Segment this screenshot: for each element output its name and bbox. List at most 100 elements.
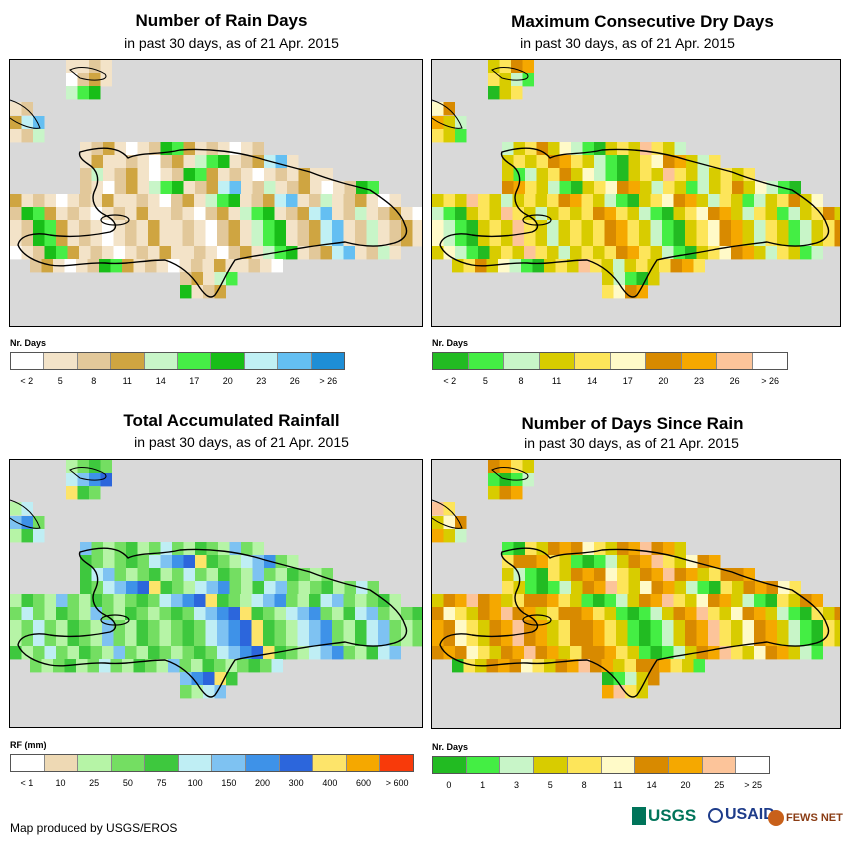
map-cell <box>205 646 217 660</box>
map-cell <box>191 272 203 286</box>
map-cell <box>499 60 511 74</box>
map-cell <box>673 594 685 608</box>
map-cell <box>56 220 68 234</box>
map-cell <box>77 473 89 487</box>
map-cell <box>179 259 191 273</box>
map-cell <box>535 207 547 221</box>
map-cell <box>513 181 525 195</box>
map-cell <box>800 594 812 608</box>
map-cell <box>182 646 194 660</box>
map-cell <box>77 86 89 100</box>
map-cell <box>559 155 571 169</box>
island-outline <box>17 547 408 698</box>
map-cell <box>389 194 401 208</box>
map-cell <box>401 620 413 634</box>
map-rainfall <box>9 459 423 728</box>
map-cell <box>217 594 229 608</box>
panel-subtitle-rainfall: in past 30 days, as of 21 Apr. 2015 <box>134 434 349 450</box>
panel-title-days-since-rain: Number of Days Since Rain <box>521 414 744 433</box>
map-cell <box>559 542 571 556</box>
map-cell <box>180 285 192 299</box>
map-cell <box>685 194 697 208</box>
map-cell <box>558 594 570 608</box>
map-cell <box>696 633 708 647</box>
map-cell <box>332 207 344 221</box>
map-cell <box>521 659 533 673</box>
map-cell <box>570 607 582 621</box>
map-cell <box>628 155 640 169</box>
map-cell <box>90 220 102 234</box>
map-cell <box>571 568 583 582</box>
map-cell <box>581 607 593 621</box>
map-cell <box>636 285 648 299</box>
map-cell <box>159 646 171 660</box>
map-cell <box>720 181 732 195</box>
map-cell <box>659 259 671 273</box>
legend-tick-label: < 2 <box>20 376 34 386</box>
map-cell <box>218 168 230 182</box>
legend-swatch <box>567 757 602 773</box>
map-cell <box>148 220 160 234</box>
map-cell <box>686 581 698 595</box>
legend-swatch <box>313 755 347 771</box>
map-cell <box>432 233 444 247</box>
map-cell <box>432 194 444 208</box>
map-cell <box>113 646 125 660</box>
map-cell <box>604 220 616 234</box>
map-cell <box>659 659 671 673</box>
map-cell <box>252 181 264 195</box>
map-cell <box>287 168 299 182</box>
map-cell <box>298 181 310 195</box>
map-cell <box>535 233 547 247</box>
map-cell <box>252 168 264 182</box>
map-cell <box>137 568 149 582</box>
map-cell <box>581 594 593 608</box>
map-cell <box>777 646 789 660</box>
map-cell <box>788 633 800 647</box>
map-cell <box>754 233 766 247</box>
map-cell <box>137 542 149 556</box>
map-cell <box>321 181 333 195</box>
map-cell <box>275 168 287 182</box>
map-cell <box>455 620 467 634</box>
map-cell <box>742 233 754 247</box>
map-cell <box>604 620 616 634</box>
map-cell <box>571 542 583 556</box>
legend-tick-label: 8 <box>91 376 97 386</box>
map-cell <box>320 607 332 621</box>
map-cell <box>237 659 249 673</box>
map-cell <box>512 233 524 247</box>
map-cell <box>309 607 321 621</box>
legend-tick-label: < 2 <box>443 376 457 386</box>
map-cell <box>79 194 91 208</box>
map-cell <box>455 233 467 247</box>
map-cell <box>800 207 812 221</box>
map-cell <box>102 646 114 660</box>
map-cell <box>547 594 559 608</box>
map-cell <box>378 220 390 234</box>
map-cell <box>697 181 709 195</box>
map-cell <box>89 460 101 474</box>
map-cell <box>601 259 613 273</box>
map-cell <box>179 659 191 673</box>
map-cell <box>180 685 192 699</box>
map-cell <box>501 207 513 221</box>
map-cell <box>228 207 240 221</box>
legend-swatch <box>681 353 717 369</box>
map-cell <box>194 594 206 608</box>
map-cell <box>627 220 639 234</box>
map-cell <box>685 620 697 634</box>
map-cell <box>617 181 629 195</box>
map-cell <box>765 607 777 621</box>
map-rain-days <box>9 59 423 327</box>
map-cell <box>685 233 697 247</box>
map-cell <box>693 259 705 273</box>
map-cell <box>617 568 629 582</box>
map-cell <box>90 207 102 221</box>
map-cell <box>56 646 68 660</box>
map-cell <box>125 594 137 608</box>
legend-swatch <box>500 757 535 773</box>
map-cell <box>148 194 160 208</box>
map-cell <box>44 620 56 634</box>
map-cell <box>466 220 478 234</box>
